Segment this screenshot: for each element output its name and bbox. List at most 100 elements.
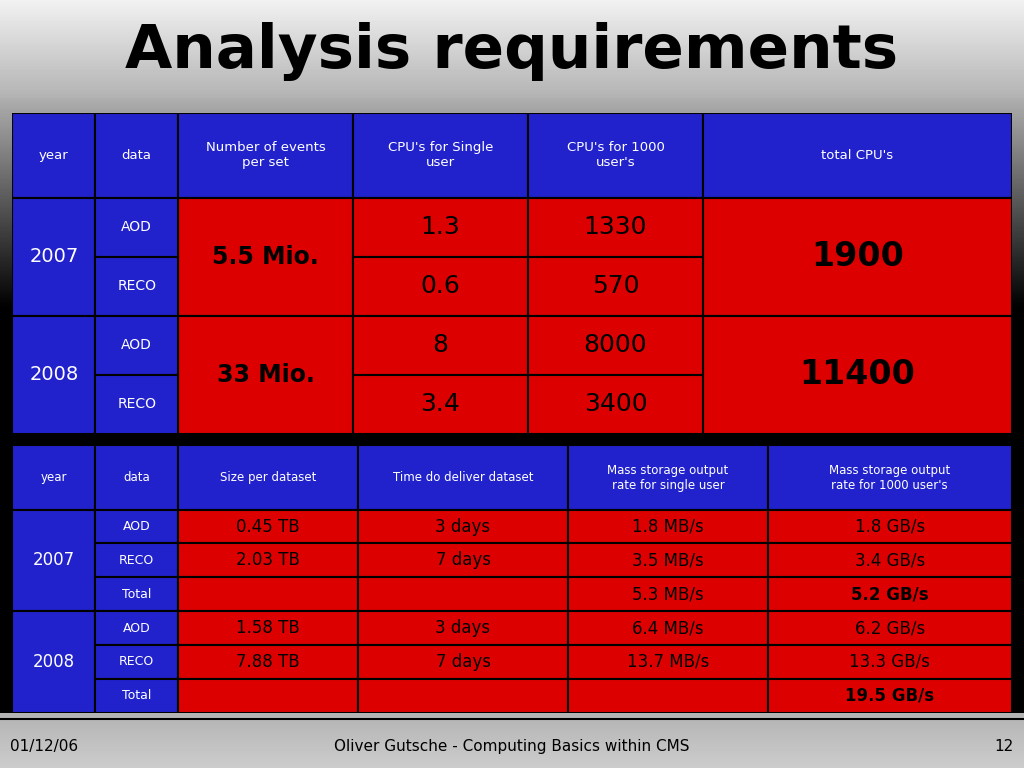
- Text: Total: Total: [122, 588, 152, 601]
- FancyBboxPatch shape: [528, 316, 702, 375]
- Text: data: data: [122, 149, 152, 162]
- FancyBboxPatch shape: [95, 544, 178, 578]
- Text: 2008: 2008: [29, 366, 79, 385]
- Text: data: data: [123, 471, 151, 484]
- Text: Mass storage output
rate for single user: Mass storage output rate for single user: [607, 464, 728, 492]
- FancyBboxPatch shape: [353, 198, 528, 257]
- FancyBboxPatch shape: [95, 578, 178, 611]
- Text: AOD: AOD: [123, 621, 151, 634]
- FancyBboxPatch shape: [95, 645, 178, 679]
- FancyBboxPatch shape: [178, 611, 358, 645]
- FancyBboxPatch shape: [12, 198, 95, 316]
- Text: 2007: 2007: [29, 247, 79, 266]
- FancyBboxPatch shape: [178, 679, 358, 713]
- FancyBboxPatch shape: [768, 445, 1012, 510]
- Text: 6.2 GB/s: 6.2 GB/s: [855, 619, 925, 637]
- Text: 3 days: 3 days: [435, 619, 490, 637]
- FancyBboxPatch shape: [95, 198, 178, 257]
- Text: 1330: 1330: [584, 216, 647, 240]
- Text: CPU's for Single
user: CPU's for Single user: [388, 141, 494, 170]
- Text: 5.3 MB/s: 5.3 MB/s: [632, 585, 703, 603]
- Text: AOD: AOD: [123, 520, 151, 533]
- FancyBboxPatch shape: [358, 544, 568, 578]
- Text: 7 days: 7 days: [435, 653, 490, 671]
- Text: 5.5 Mio.: 5.5 Mio.: [212, 245, 319, 269]
- Text: RECO: RECO: [117, 397, 157, 412]
- FancyBboxPatch shape: [353, 375, 528, 434]
- FancyBboxPatch shape: [568, 645, 768, 679]
- FancyBboxPatch shape: [358, 645, 568, 679]
- Text: 01/12/06: 01/12/06: [10, 740, 79, 754]
- Text: 7 days: 7 days: [435, 551, 490, 569]
- Text: AOD: AOD: [121, 220, 153, 234]
- FancyBboxPatch shape: [12, 113, 95, 198]
- FancyBboxPatch shape: [95, 113, 178, 198]
- FancyBboxPatch shape: [178, 544, 358, 578]
- FancyBboxPatch shape: [95, 316, 178, 375]
- FancyBboxPatch shape: [178, 578, 358, 611]
- FancyBboxPatch shape: [178, 510, 358, 544]
- FancyBboxPatch shape: [358, 611, 568, 645]
- Text: RECO: RECO: [117, 280, 157, 293]
- FancyBboxPatch shape: [568, 544, 768, 578]
- Text: RECO: RECO: [119, 655, 155, 668]
- Text: RECO: RECO: [119, 554, 155, 567]
- Text: total CPU's: total CPU's: [821, 149, 893, 162]
- Text: 12: 12: [994, 740, 1014, 754]
- FancyBboxPatch shape: [768, 544, 1012, 578]
- FancyBboxPatch shape: [178, 445, 358, 510]
- FancyBboxPatch shape: [95, 679, 178, 713]
- Text: 2007: 2007: [33, 551, 75, 569]
- FancyBboxPatch shape: [528, 198, 702, 257]
- FancyBboxPatch shape: [768, 510, 1012, 544]
- Text: 2008: 2008: [33, 653, 75, 671]
- Text: year: year: [41, 471, 67, 484]
- FancyBboxPatch shape: [95, 257, 178, 316]
- Text: 1900: 1900: [811, 240, 904, 273]
- FancyBboxPatch shape: [568, 445, 768, 510]
- FancyBboxPatch shape: [768, 645, 1012, 679]
- Text: 13.3 GB/s: 13.3 GB/s: [849, 653, 930, 671]
- Text: Size per dataset: Size per dataset: [220, 471, 316, 484]
- FancyBboxPatch shape: [353, 113, 528, 198]
- Text: 1.8 MB/s: 1.8 MB/s: [632, 518, 703, 535]
- Text: 1.3: 1.3: [421, 216, 461, 240]
- Text: 570: 570: [592, 274, 639, 299]
- FancyBboxPatch shape: [568, 679, 768, 713]
- Text: Oliver Gutsche - Computing Basics within CMS: Oliver Gutsche - Computing Basics within…: [334, 740, 690, 754]
- Text: year: year: [39, 149, 69, 162]
- FancyBboxPatch shape: [353, 316, 528, 375]
- Text: 8000: 8000: [584, 333, 647, 357]
- Text: 3 days: 3 days: [435, 518, 490, 535]
- FancyBboxPatch shape: [178, 198, 353, 316]
- FancyBboxPatch shape: [353, 257, 528, 316]
- Text: 5.2 GB/s: 5.2 GB/s: [851, 585, 929, 603]
- Text: 2.03 TB: 2.03 TB: [237, 551, 300, 569]
- FancyBboxPatch shape: [12, 445, 95, 510]
- FancyBboxPatch shape: [95, 375, 178, 434]
- Text: AOD: AOD: [121, 339, 153, 353]
- FancyBboxPatch shape: [178, 113, 353, 198]
- FancyBboxPatch shape: [568, 611, 768, 645]
- FancyBboxPatch shape: [358, 510, 568, 544]
- FancyBboxPatch shape: [768, 679, 1012, 713]
- FancyBboxPatch shape: [568, 578, 768, 611]
- Text: Analysis requirements: Analysis requirements: [125, 22, 899, 81]
- FancyBboxPatch shape: [768, 611, 1012, 645]
- Text: 3.5 MB/s: 3.5 MB/s: [632, 551, 703, 569]
- FancyBboxPatch shape: [95, 611, 178, 645]
- FancyBboxPatch shape: [12, 316, 95, 434]
- Text: 0.6: 0.6: [421, 274, 461, 299]
- Text: 6.4 MB/s: 6.4 MB/s: [632, 619, 703, 637]
- Text: 3.4: 3.4: [421, 392, 461, 416]
- FancyBboxPatch shape: [12, 510, 95, 611]
- Text: 1.8 GB/s: 1.8 GB/s: [855, 518, 925, 535]
- Text: Number of events
per set: Number of events per set: [206, 141, 326, 170]
- Text: 3.4 GB/s: 3.4 GB/s: [855, 551, 925, 569]
- FancyBboxPatch shape: [95, 510, 178, 544]
- FancyBboxPatch shape: [702, 113, 1012, 198]
- FancyBboxPatch shape: [358, 578, 568, 611]
- Text: 3400: 3400: [584, 392, 647, 416]
- Text: 13.7 MB/s: 13.7 MB/s: [627, 653, 709, 671]
- Text: 1.58 TB: 1.58 TB: [237, 619, 300, 637]
